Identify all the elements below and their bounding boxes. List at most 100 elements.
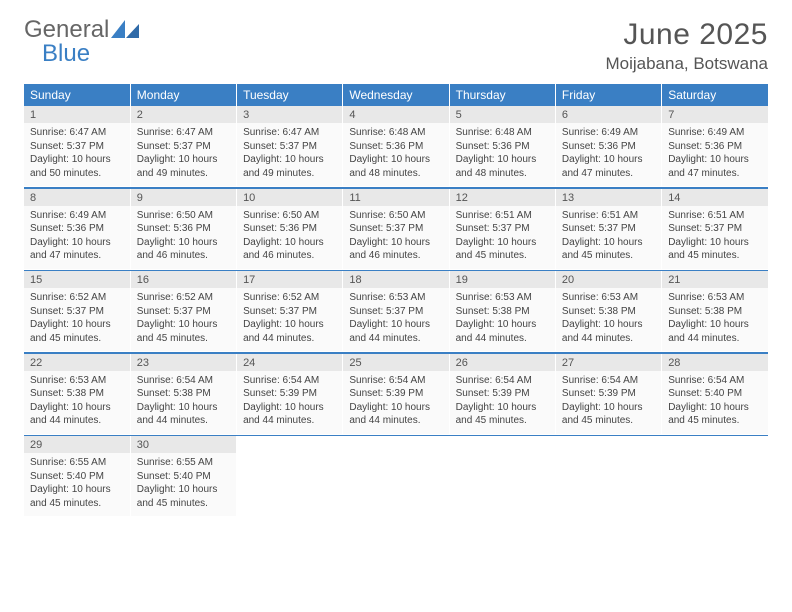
sunrise-value: 6:52 AM — [69, 292, 106, 303]
sunset-label: Sunset: — [456, 388, 490, 399]
daylight-line: Daylight: 10 hours and 44 minutes. — [243, 318, 336, 345]
sunset-value: 5:37 PM — [280, 306, 317, 317]
sunrise-value: 6:51 AM — [495, 210, 532, 221]
daylight-line: Daylight: 10 hours and 45 minutes. — [456, 401, 549, 428]
daylight-line: Daylight: 10 hours and 46 minutes. — [349, 236, 442, 263]
day-number-cell: 30 — [130, 436, 236, 453]
sunset-value: 5:37 PM — [173, 306, 210, 317]
sunset-label: Sunset: — [137, 388, 171, 399]
sunrise-value: 6:52 AM — [283, 292, 320, 303]
day-number-row: 22232425262728 — [24, 354, 768, 371]
sunset-value: 5:37 PM — [386, 306, 423, 317]
sunrise-line: Sunrise: 6:50 AM — [243, 209, 336, 223]
daylight-label: Daylight: — [137, 237, 176, 248]
sunset-line: Sunset: 5:40 PM — [30, 470, 124, 484]
daylight-label: Daylight: — [30, 484, 69, 495]
header: GeneralBlue June 2025 Moijabana, Botswan… — [24, 18, 768, 74]
day-number-cell: 19 — [449, 271, 555, 288]
sunset-line: Sunset: 5:38 PM — [668, 305, 762, 319]
sunrise-value: 6:53 AM — [708, 292, 745, 303]
day-of-week-header: Thursday — [449, 84, 555, 106]
sunset-label: Sunset: — [349, 223, 383, 234]
sunrise-label: Sunrise: — [456, 127, 493, 138]
sunrise-label: Sunrise: — [456, 292, 493, 303]
sunrise-label: Sunrise: — [349, 375, 386, 386]
daylight-line: Daylight: 10 hours and 48 minutes. — [349, 153, 442, 180]
sunset-label: Sunset: — [243, 306, 277, 317]
daylight-label: Daylight: — [243, 319, 282, 330]
sunrise-value: 6:49 AM — [69, 210, 106, 221]
day-body-row: Sunrise: 6:52 AMSunset: 5:37 PMDaylight:… — [24, 288, 768, 352]
sunrise-line: Sunrise: 6:49 AM — [562, 126, 655, 140]
sunset-label: Sunset: — [562, 306, 596, 317]
sunrise-label: Sunrise: — [243, 127, 280, 138]
sunrise-line: Sunrise: 6:53 AM — [668, 291, 762, 305]
daylight-label: Daylight: — [243, 154, 282, 165]
day-number-cell: 24 — [237, 354, 343, 371]
day-number-cell: 27 — [555, 354, 661, 371]
sunrise-line: Sunrise: 6:53 AM — [456, 291, 549, 305]
sunrise-label: Sunrise: — [243, 375, 280, 386]
sunrise-line: Sunrise: 6:50 AM — [137, 209, 230, 223]
sunrise-value: 6:55 AM — [176, 457, 213, 468]
sunset-label: Sunset: — [30, 306, 64, 317]
day-number-cell — [449, 436, 555, 453]
daylight-label: Daylight: — [137, 402, 176, 413]
sunrise-value: 6:47 AM — [69, 127, 106, 138]
sunset-line: Sunset: 5:36 PM — [562, 140, 655, 154]
day-body-cell: Sunrise: 6:54 AMSunset: 5:39 PMDaylight:… — [237, 371, 343, 435]
sunset-label: Sunset: — [243, 388, 277, 399]
daylight-line: Daylight: 10 hours and 45 minutes. — [562, 401, 655, 428]
day-body-cell: Sunrise: 6:49 AMSunset: 5:36 PMDaylight:… — [555, 123, 661, 187]
sunset-line: Sunset: 5:36 PM — [243, 222, 336, 236]
day-body-cell: Sunrise: 6:54 AMSunset: 5:38 PMDaylight:… — [130, 371, 236, 435]
sunrise-line: Sunrise: 6:55 AM — [137, 456, 230, 470]
sunset-label: Sunset: — [137, 471, 171, 482]
day-body-cell: Sunrise: 6:53 AMSunset: 5:38 PMDaylight:… — [662, 288, 768, 352]
sunset-line: Sunset: 5:38 PM — [137, 387, 230, 401]
sunset-value: 5:36 PM — [599, 141, 636, 152]
day-number-cell: 3 — [237, 106, 343, 123]
day-number-cell: 7 — [662, 106, 768, 123]
sunset-label: Sunset: — [30, 141, 64, 152]
sunrise-value: 6:54 AM — [176, 375, 213, 386]
daylight-line: Daylight: 10 hours and 44 minutes. — [30, 401, 124, 428]
day-body-cell: Sunrise: 6:55 AMSunset: 5:40 PMDaylight:… — [24, 453, 130, 517]
sunset-label: Sunset: — [137, 223, 171, 234]
day-of-week-row: SundayMondayTuesdayWednesdayThursdayFrid… — [24, 84, 768, 106]
daylight-line: Daylight: 10 hours and 45 minutes. — [668, 236, 762, 263]
sunrise-value: 6:54 AM — [283, 375, 320, 386]
day-body-cell: Sunrise: 6:54 AMSunset: 5:39 PMDaylight:… — [449, 371, 555, 435]
daylight-line: Daylight: 10 hours and 44 minutes. — [668, 318, 762, 345]
day-number-cell: 14 — [662, 189, 768, 206]
sunset-label: Sunset: — [456, 306, 490, 317]
sunset-value: 5:38 PM — [599, 306, 636, 317]
sunset-line: Sunset: 5:37 PM — [137, 305, 230, 319]
sunrise-value: 6:48 AM — [389, 127, 426, 138]
sunset-value: 5:38 PM — [173, 388, 210, 399]
sunset-value: 5:39 PM — [599, 388, 636, 399]
sunset-line: Sunset: 5:37 PM — [668, 222, 762, 236]
sunrise-value: 6:51 AM — [708, 210, 745, 221]
day-number-row: 2930 — [24, 436, 768, 453]
daylight-label: Daylight: — [349, 319, 388, 330]
sunrise-value: 6:53 AM — [69, 375, 106, 386]
sunset-label: Sunset: — [456, 141, 490, 152]
day-number-cell: 10 — [237, 189, 343, 206]
day-body-cell: Sunrise: 6:47 AMSunset: 5:37 PMDaylight:… — [237, 123, 343, 187]
sunrise-line: Sunrise: 6:54 AM — [562, 374, 655, 388]
sunrise-label: Sunrise: — [668, 375, 705, 386]
sunset-line: Sunset: 5:37 PM — [30, 305, 124, 319]
day-body-row: Sunrise: 6:55 AMSunset: 5:40 PMDaylight:… — [24, 453, 768, 517]
brand-part2: Blue — [42, 42, 139, 66]
sunset-line: Sunset: 5:36 PM — [456, 140, 549, 154]
sunset-line: Sunset: 5:37 PM — [562, 222, 655, 236]
daylight-label: Daylight: — [137, 154, 176, 165]
calendar-table: SundayMondayTuesdayWednesdayThursdayFrid… — [24, 84, 768, 517]
daylight-label: Daylight: — [562, 154, 601, 165]
sunset-value: 5:40 PM — [67, 471, 104, 482]
sunset-value: 5:37 PM — [386, 223, 423, 234]
sunrise-label: Sunrise: — [137, 457, 174, 468]
day-body-cell — [449, 453, 555, 517]
day-body-cell: Sunrise: 6:51 AMSunset: 5:37 PMDaylight:… — [662, 206, 768, 270]
